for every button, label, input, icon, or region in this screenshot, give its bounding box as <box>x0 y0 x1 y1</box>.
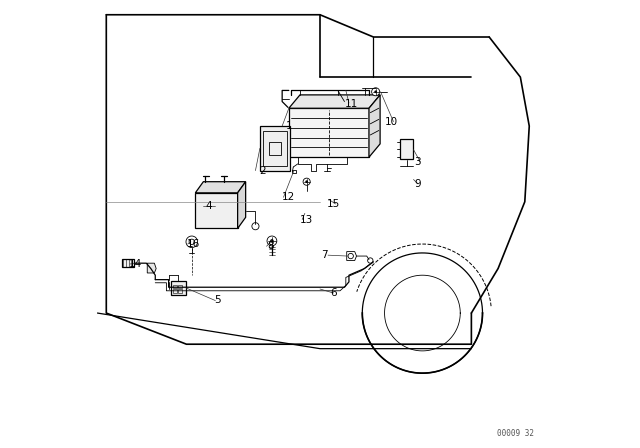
Text: 1: 1 <box>285 121 292 131</box>
Text: 12: 12 <box>282 192 296 202</box>
Polygon shape <box>369 95 380 157</box>
Circle shape <box>305 181 308 183</box>
Polygon shape <box>237 182 246 228</box>
Text: 14: 14 <box>129 259 142 269</box>
Bar <box>179 284 182 288</box>
Text: 11: 11 <box>344 99 358 109</box>
Text: 13: 13 <box>300 215 313 224</box>
Circle shape <box>252 223 259 230</box>
Text: 16: 16 <box>186 239 200 249</box>
Circle shape <box>372 88 380 96</box>
Circle shape <box>303 178 310 185</box>
Polygon shape <box>122 259 134 267</box>
Circle shape <box>186 236 198 248</box>
Text: 4: 4 <box>205 201 212 211</box>
Circle shape <box>367 258 373 263</box>
Polygon shape <box>147 263 156 273</box>
Polygon shape <box>400 139 413 159</box>
Text: 9: 9 <box>415 179 421 189</box>
Circle shape <box>374 90 377 93</box>
Text: 2: 2 <box>259 166 266 176</box>
Text: 3: 3 <box>415 157 421 167</box>
Text: 10: 10 <box>385 116 398 127</box>
Circle shape <box>270 239 274 243</box>
Polygon shape <box>195 182 246 193</box>
Text: 00009 32: 00009 32 <box>497 429 534 438</box>
Polygon shape <box>260 126 290 171</box>
Bar <box>173 284 177 288</box>
Polygon shape <box>195 193 237 228</box>
Polygon shape <box>289 95 380 108</box>
Text: 8: 8 <box>268 241 275 251</box>
Text: 5: 5 <box>214 295 221 305</box>
Text: 7: 7 <box>321 250 328 260</box>
Circle shape <box>267 236 277 246</box>
Text: 15: 15 <box>327 199 340 209</box>
Polygon shape <box>171 281 186 295</box>
Text: 6: 6 <box>330 288 337 298</box>
Polygon shape <box>289 108 369 157</box>
Bar <box>179 289 182 293</box>
Bar <box>173 289 177 293</box>
